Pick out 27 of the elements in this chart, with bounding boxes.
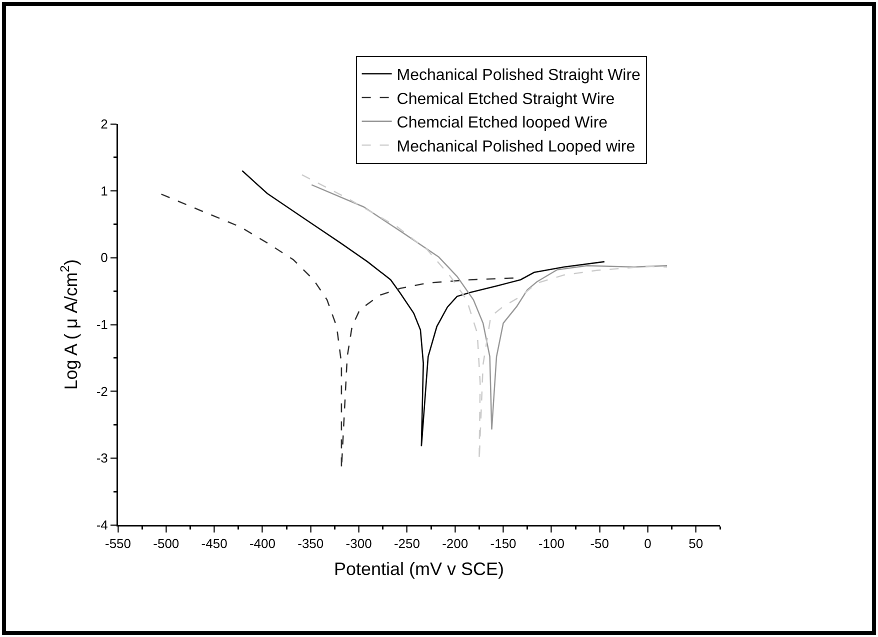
x-axis-title: Potential (mV v SCE): [334, 558, 504, 579]
y-tick-label: 2: [100, 116, 108, 132]
x-tick-label: -100: [538, 536, 564, 552]
x-tick-label: -250: [394, 536, 420, 552]
x-tick-label: -150: [490, 536, 516, 552]
x-tick-label: 50: [688, 536, 704, 552]
x-tick-label: -50: [590, 536, 609, 552]
legend-label: Chemcial Etched looped Wire: [396, 114, 608, 132]
legend-label: Chemical Etched Straight Wire: [396, 90, 615, 108]
y-tick-label: -2: [96, 384, 108, 399]
y-tick-label: 0: [100, 250, 108, 266]
x-tick-label: -200: [442, 536, 468, 552]
y-tick-label: -1: [96, 317, 108, 332]
x-tick-label: -550: [104, 536, 132, 552]
x-tick-label: 0: [644, 536, 652, 552]
y-tick-label: -3: [96, 450, 108, 466]
y-tick-label: 1: [100, 183, 108, 198]
x-tick-label: -400: [249, 536, 276, 552]
x-tick-label: -500: [153, 536, 180, 552]
line-series: [310, 184, 668, 430]
x-tick-label: -300: [346, 536, 372, 552]
x-tick-label: -350: [298, 536, 324, 552]
legend-label: Mechanical Polished Straight Wire: [396, 66, 641, 84]
line-series: [242, 170, 606, 447]
y-tick-label: -4: [96, 518, 108, 533]
x-tick-label: -450: [201, 536, 228, 552]
legend-label: Mechanical Polished Looped wire: [396, 138, 636, 156]
